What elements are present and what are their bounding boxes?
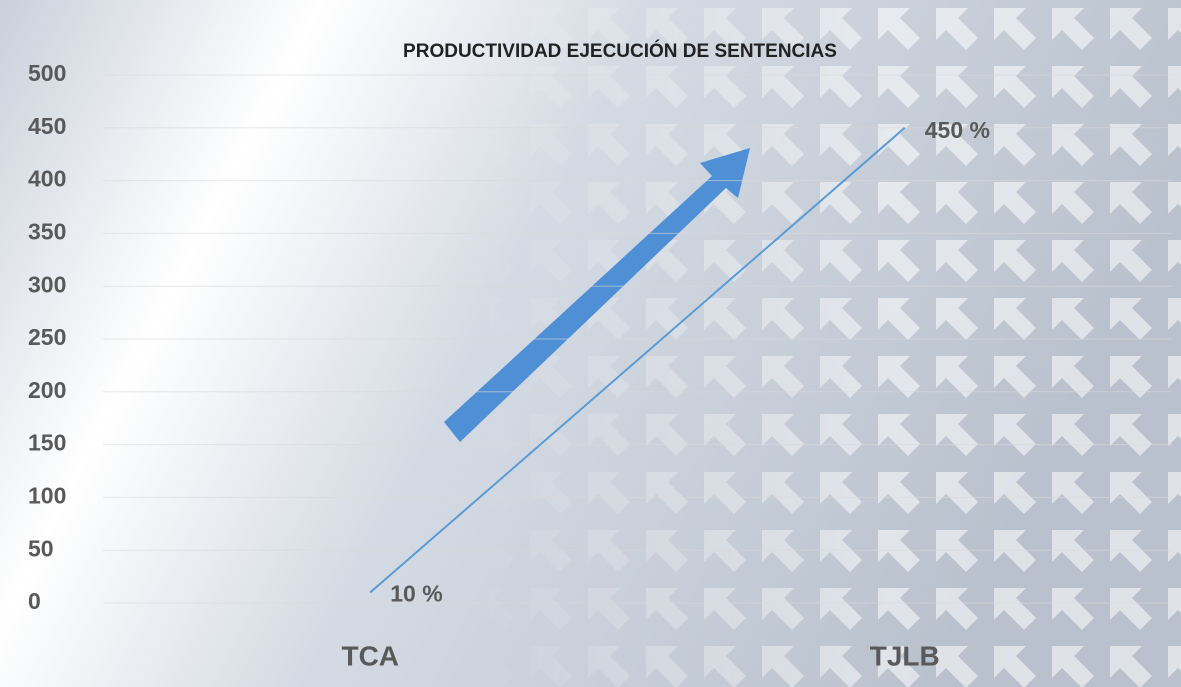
y-tick-label: 150 [28, 430, 66, 456]
y-tick-label: 500 [28, 60, 66, 86]
data-label: 10 % [390, 581, 442, 607]
x-tick-label: TJLB [870, 640, 940, 671]
data-label: 450 % [925, 117, 990, 143]
y-tick-label: 200 [28, 377, 66, 403]
chart-title: PRODUCTIVIDAD EJECUCIÓN DE SENTENCIAS [403, 40, 837, 62]
y-tick-label: 50 [28, 535, 54, 561]
decorative-arrow [444, 148, 750, 442]
y-tick-label: 0 [28, 588, 41, 614]
x-tick-label: TCA [341, 640, 399, 671]
y-tick-label: 250 [28, 324, 66, 350]
y-tick-label: 450 [28, 113, 66, 139]
y-tick-label: 400 [28, 166, 66, 192]
y-tick-label: 300 [28, 271, 66, 297]
y-tick-label: 100 [28, 482, 66, 508]
y-tick-label: 350 [28, 218, 66, 244]
line [369, 127, 906, 594]
